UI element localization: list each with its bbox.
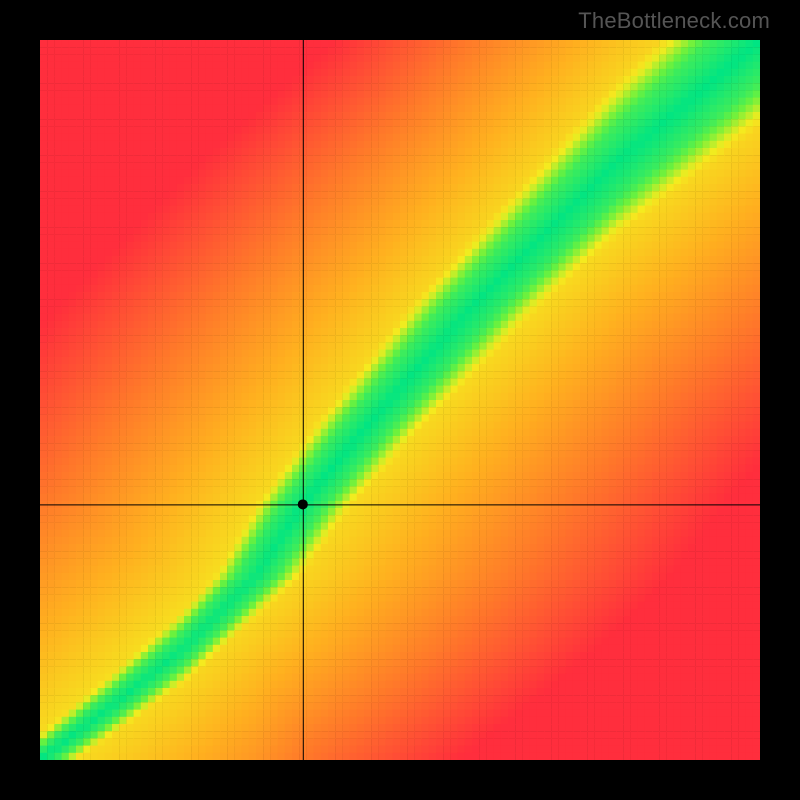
- chart-container: TheBottleneck.com: [0, 0, 800, 800]
- watermark-text: TheBottleneck.com: [578, 8, 770, 34]
- bottleneck-heatmap: [40, 40, 760, 760]
